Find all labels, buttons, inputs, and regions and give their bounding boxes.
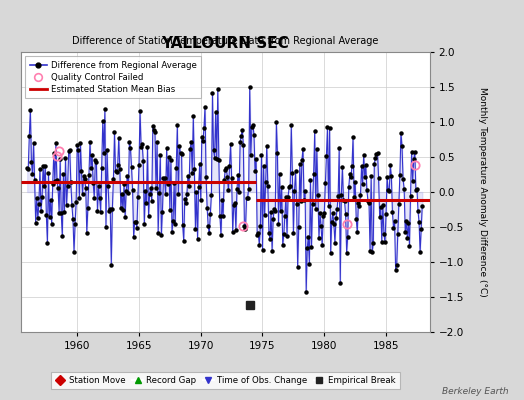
Difference from Regional Average	[247, 85, 253, 90]
Difference from Regional Average	[157, 152, 163, 157]
Difference from Regional Average	[419, 203, 425, 208]
Difference from Regional Average	[316, 236, 322, 240]
Line: Difference from Regional Average: Difference from Regional Average	[26, 86, 424, 294]
Difference from Regional Average	[74, 143, 80, 148]
Text: Berkeley Earth: Berkeley Earth	[442, 387, 508, 396]
Difference from Regional Average	[303, 290, 309, 294]
Legend: Station Move, Record Gap, Time of Obs. Change, Empirical Break: Station Move, Record Gap, Time of Obs. C…	[51, 372, 400, 389]
Difference from Regional Average	[413, 188, 419, 192]
Y-axis label: Monthly Temperature Anomaly Difference (°C): Monthly Temperature Anomaly Difference (…	[478, 87, 487, 297]
Difference from Regional Average	[89, 152, 95, 157]
Difference from Regional Average	[24, 166, 30, 171]
Text: Difference of Station Temperature Data from Regional Average: Difference of Station Temperature Data f…	[72, 36, 378, 46]
Title: YALLOURN SEC: YALLOURN SEC	[161, 36, 289, 51]
Difference from Regional Average	[225, 188, 232, 193]
